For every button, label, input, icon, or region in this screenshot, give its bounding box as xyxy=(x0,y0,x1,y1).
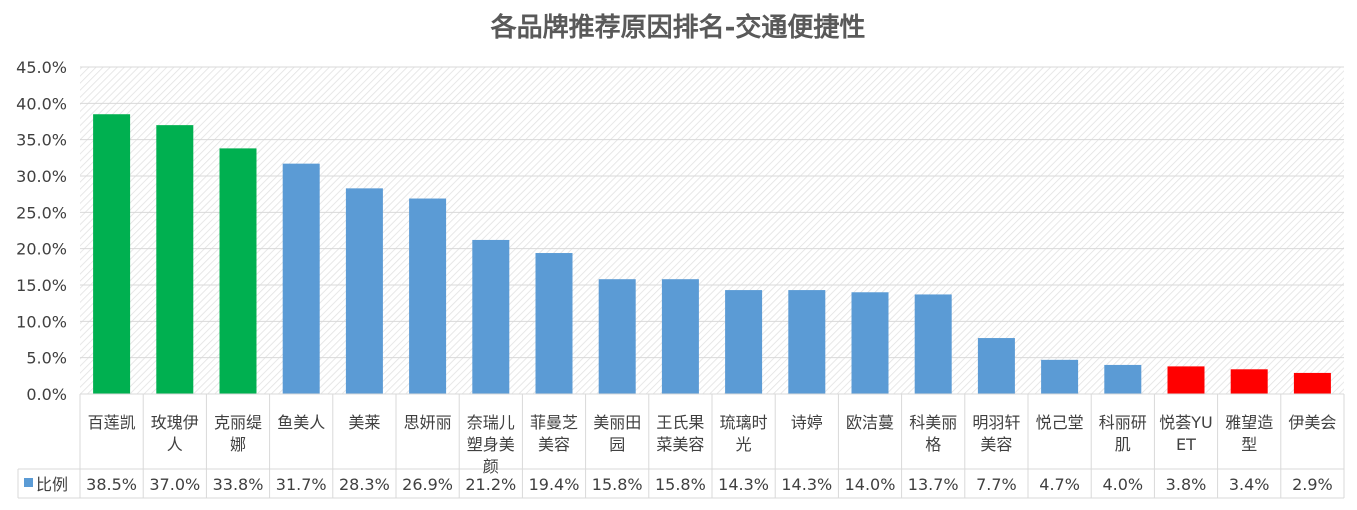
category-label: 伊美会 xyxy=(1288,413,1336,432)
category-label: 玫瑰伊人 xyxy=(151,413,199,454)
bar xyxy=(1293,372,1331,394)
value-label: 21.2% xyxy=(465,475,516,494)
value-label: 37.0% xyxy=(149,475,200,494)
y-tick-label: 5.0% xyxy=(26,349,67,368)
bar xyxy=(156,125,194,394)
value-label: 4.7% xyxy=(1039,475,1080,494)
y-tick-label: 0.0% xyxy=(26,385,67,404)
value-label: 28.3% xyxy=(339,475,390,494)
bar xyxy=(409,198,447,394)
category-label: 明羽轩美容 xyxy=(972,413,1020,454)
bar xyxy=(282,163,320,394)
category-label: 悦荟YU ET xyxy=(1159,413,1213,454)
y-tick-label: 10.0% xyxy=(16,312,67,331)
category-label: 美莱 xyxy=(348,413,380,432)
bar xyxy=(914,294,952,394)
category-label: 思妍丽 xyxy=(404,413,452,432)
plot-area xyxy=(80,67,1344,394)
y-tick-label: 20.0% xyxy=(16,240,67,259)
value-label: 19.4% xyxy=(529,475,580,494)
category-label: 诗婷 xyxy=(791,413,823,432)
y-tick-label: 25.0% xyxy=(16,203,67,222)
bar xyxy=(93,114,131,394)
value-label: 33.8% xyxy=(213,475,264,494)
bar xyxy=(345,188,383,394)
y-tick-label: 15.0% xyxy=(16,276,67,295)
category-label: 悦己堂 xyxy=(1036,413,1084,432)
category-label: 科丽研肌 xyxy=(1099,413,1147,454)
chart-title: 各品牌推荐原因排名-交通便捷性 xyxy=(490,12,866,43)
bar xyxy=(535,253,573,394)
y-axis-ticks: 0.0% 5.0% 10.0% 15.0% 20.0% 25.0% 30.0% 35.0% 40… xyxy=(16,58,67,404)
value-label: 15.8% xyxy=(592,475,643,494)
category-label: 鱼美人 xyxy=(277,413,325,432)
bar xyxy=(725,290,763,394)
value-label: 14.3% xyxy=(781,475,832,494)
value-label: 14.3% xyxy=(718,475,769,494)
bar xyxy=(977,338,1015,394)
bar xyxy=(598,279,636,394)
y-tick-label: 30.0% xyxy=(16,167,67,186)
bar xyxy=(1104,364,1142,394)
bars xyxy=(93,114,1331,394)
value-label: 4.0% xyxy=(1102,475,1143,494)
bar xyxy=(1167,366,1205,394)
category-label: 王氏果菜美容 xyxy=(656,413,704,454)
category-label: 科美丽格 xyxy=(909,413,957,454)
category-label: 克丽缇娜 xyxy=(214,413,262,454)
category-label: 欧洁蔓 xyxy=(846,413,894,432)
bar xyxy=(661,279,699,394)
value-label: 3.4% xyxy=(1229,475,1270,494)
category-label: 雅望造型 xyxy=(1225,413,1273,454)
value-label: 3.8% xyxy=(1166,475,1207,494)
y-tick-label: 35.0% xyxy=(16,131,67,150)
value-label: 14.0% xyxy=(845,475,896,494)
y-tick-label: 45.0% xyxy=(16,58,67,77)
bar xyxy=(851,292,889,394)
value-label: 31.7% xyxy=(276,475,327,494)
bar xyxy=(219,148,257,394)
bar xyxy=(788,290,826,394)
bar xyxy=(1041,359,1079,394)
category-label: 美丽田园 xyxy=(593,413,641,454)
value-label: 26.9% xyxy=(402,475,453,494)
value-label: 15.8% xyxy=(655,475,706,494)
legend-label: 比例 xyxy=(36,475,68,494)
category-label: 琉璃时光 xyxy=(720,413,768,454)
value-label: 2.9% xyxy=(1292,475,1333,494)
value-label: 13.7% xyxy=(908,475,959,494)
bar xyxy=(472,239,510,394)
bar xyxy=(1230,369,1268,394)
value-label: 7.7% xyxy=(976,475,1017,494)
category-label: 菲曼芝美容 xyxy=(530,413,578,454)
y-tick-label: 40.0% xyxy=(16,94,67,113)
category-label: 奈瑞儿塑身美颜 xyxy=(467,413,515,476)
legend-swatch xyxy=(24,478,33,487)
value-label: 38.5% xyxy=(86,475,137,494)
category-label: 百莲凯 xyxy=(88,413,136,432)
